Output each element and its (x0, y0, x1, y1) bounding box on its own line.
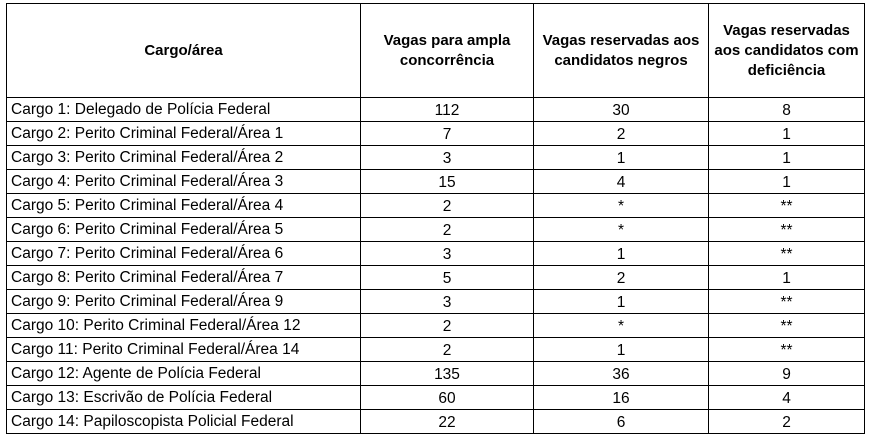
table-row: Cargo 12: Agente de Polícia Federal 135 36… (6, 361, 865, 386)
cell-ampla-concorrencia: 2 (360, 313, 534, 338)
vacancies-table: Cargo/área Vagas para ampla concorrência… (6, 3, 865, 434)
cell-reservadas-deficiencia: 4 (708, 385, 865, 410)
table-row: Cargo 13: Escrivão de Polícia Federal 60 1… (6, 385, 865, 410)
cell-ampla-concorrencia: 2 (360, 337, 534, 362)
cell-reservadas-deficiencia: 1 (708, 145, 865, 170)
cell-ampla-concorrencia: 22 (360, 409, 534, 434)
header-ampla-concorrencia: Vagas para ampla concorrência (360, 3, 534, 98)
cell-reservadas-negros: 2 (533, 265, 709, 290)
cell-cargo: Cargo 7: Perito Criminal Federal/Área 6 (6, 241, 361, 266)
cell-cargo: Cargo 4: Perito Criminal Federal/Área 3 (6, 169, 361, 194)
cell-ampla-concorrencia: 112 (360, 97, 534, 122)
cell-reservadas-negros: 1 (533, 145, 709, 170)
cell-cargo: Cargo 3: Perito Criminal Federal/Área 2 (6, 145, 361, 170)
cell-reservadas-negros: 16 (533, 385, 709, 410)
cell-reservadas-deficiencia: 1 (708, 121, 865, 146)
cell-reservadas-deficiencia: 2 (708, 409, 865, 434)
cell-cargo: Cargo 5: Perito Criminal Federal/Área 4 (6, 193, 361, 218)
cell-reservadas-negros: 1 (533, 241, 709, 266)
cell-cargo: Cargo 14: Papiloscopista Policial Federa… (6, 409, 361, 434)
cell-reservadas-deficiencia: 9 (708, 361, 865, 386)
cell-reservadas-negros: 6 (533, 409, 709, 434)
cell-ampla-concorrencia: 60 (360, 385, 534, 410)
cell-ampla-concorrencia: 7 (360, 121, 534, 146)
cell-ampla-concorrencia: 3 (360, 145, 534, 170)
table-row: Cargo 1: Delegado de Polícia Federal 112 3… (6, 97, 865, 122)
cell-reservadas-negros: * (533, 193, 709, 218)
cell-reservadas-negros: 1 (533, 337, 709, 362)
cell-ampla-concorrencia: 3 (360, 241, 534, 266)
cell-reservadas-deficiencia: ** (708, 193, 865, 218)
cell-ampla-concorrencia: 2 (360, 217, 534, 242)
cell-cargo: Cargo 2: Perito Criminal Federal/Área 1 (6, 121, 361, 146)
cell-reservadas-negros: 1 (533, 289, 709, 314)
cell-reservadas-deficiencia: 1 (708, 265, 865, 290)
cell-cargo: Cargo 10: Perito Criminal Federal/Área 1… (6, 313, 361, 338)
cell-reservadas-negros: 36 (533, 361, 709, 386)
table-row: Cargo 10: Perito Criminal Federal/Área 1… (6, 313, 865, 338)
cell-cargo: Cargo 12: Agente de Polícia Federal (6, 361, 361, 386)
cell-reservadas-deficiencia: ** (708, 289, 865, 314)
cell-reservadas-negros: * (533, 217, 709, 242)
cell-cargo: Cargo 8: Perito Criminal Federal/Área 7 (6, 265, 361, 290)
cell-reservadas-deficiencia: ** (708, 337, 865, 362)
table-body: Cargo 1: Delegado de Polícia Federal 112 3… (6, 97, 865, 434)
table-row: Cargo 14: Papiloscopista Policial Federa… (6, 409, 865, 434)
header-reservadas-negros: Vagas reservadas aos candidatos negros (533, 3, 709, 98)
cell-reservadas-negros: 4 (533, 169, 709, 194)
cell-ampla-concorrencia: 5 (360, 265, 534, 290)
cell-reservadas-deficiencia: ** (708, 313, 865, 338)
cell-ampla-concorrencia: 3 (360, 289, 534, 314)
cell-reservadas-deficiencia: ** (708, 241, 865, 266)
cell-ampla-concorrencia: 15 (360, 169, 534, 194)
table-row: Cargo 11: Perito Criminal Federal/Área 1… (6, 337, 865, 362)
cell-cargo: Cargo 13: Escrivão de Polícia Federal (6, 385, 361, 410)
table-header-row: Cargo/área Vagas para ampla concorrência… (6, 3, 865, 98)
cell-cargo: Cargo 9: Perito Criminal Federal/Área 9 (6, 289, 361, 314)
cell-cargo: Cargo 11: Perito Criminal Federal/Área 1… (6, 337, 361, 362)
cell-reservadas-negros: 2 (533, 121, 709, 146)
header-cargo: Cargo/área (6, 3, 361, 98)
cell-reservadas-deficiencia: ** (708, 217, 865, 242)
cell-ampla-concorrencia: 135 (360, 361, 534, 386)
cell-reservadas-deficiencia: 1 (708, 169, 865, 194)
cell-reservadas-negros: 30 (533, 97, 709, 122)
cell-ampla-concorrencia: 2 (360, 193, 534, 218)
cell-cargo: Cargo 1: Delegado de Polícia Federal (6, 97, 361, 122)
header-reservadas-deficiencia: Vagas reservadas aos candidatos com defi… (708, 3, 865, 98)
cell-reservadas-deficiencia: 8 (708, 97, 865, 122)
cell-reservadas-negros: * (533, 313, 709, 338)
cell-cargo: Cargo 6: Perito Criminal Federal/Área 5 (6, 217, 361, 242)
